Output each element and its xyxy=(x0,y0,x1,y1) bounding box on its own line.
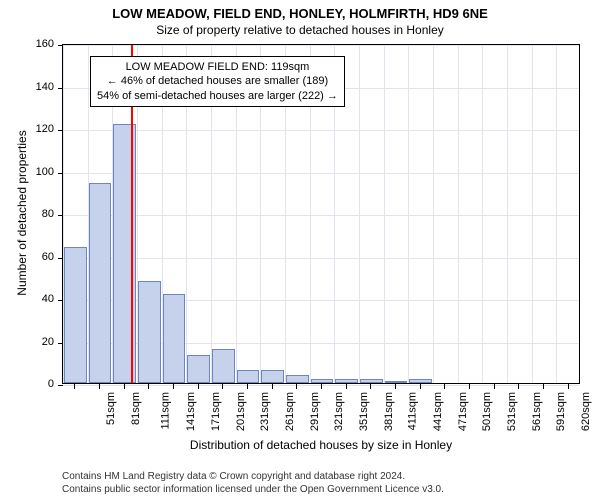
bar xyxy=(335,379,358,383)
x-tick-label: 51sqm xyxy=(105,392,117,425)
annotation-line-1: LOW MEADOW FIELD END: 119sqm xyxy=(97,60,338,74)
x-tick-label: 411sqm xyxy=(407,392,419,430)
bar xyxy=(261,370,284,383)
chart-container: LOW MEADOW, FIELD END, HONLEY, HOLMFIRTH… xyxy=(0,0,600,500)
x-tick-label: 441sqm xyxy=(432,392,444,431)
x-tick-label: 591sqm xyxy=(555,392,567,431)
x-tick-label: 231sqm xyxy=(259,392,271,431)
bar xyxy=(89,183,112,383)
annotation-box: LOW MEADOW FIELD END: 119sqm ← 46% of de… xyxy=(90,56,345,107)
x-tick-label: 111sqm xyxy=(159,392,171,430)
bar xyxy=(64,247,87,383)
x-tick-label: 171sqm xyxy=(210,392,222,431)
bar xyxy=(311,379,334,383)
x-axis-label: Distribution of detached houses by size … xyxy=(62,438,580,452)
footer-attribution: Contains HM Land Registry data © Crown c… xyxy=(62,471,444,496)
bar xyxy=(163,294,186,383)
x-tick-label: 501sqm xyxy=(481,392,493,431)
x-tick-label: 81sqm xyxy=(130,392,142,425)
chart-title-main: LOW MEADOW, FIELD END, HONLEY, HOLMFIRTH… xyxy=(0,6,600,21)
y-tick-label: 140 xyxy=(0,81,54,93)
bar xyxy=(385,381,408,383)
x-tick-label: 471sqm xyxy=(457,392,469,431)
x-tick-label: 561sqm xyxy=(531,392,543,431)
x-tick-label: 201sqm xyxy=(235,392,247,431)
y-tick-label: 20 xyxy=(0,336,54,348)
x-tick-label: 531sqm xyxy=(506,392,518,431)
annotation-line-3: 54% of semi-detached houses are larger (… xyxy=(97,89,338,103)
y-tick-label: 160 xyxy=(0,38,54,50)
bar xyxy=(286,375,309,384)
x-tick-label: 291sqm xyxy=(309,392,321,431)
x-tick-label: 351sqm xyxy=(358,392,370,431)
bar xyxy=(360,379,383,383)
x-tick-label: 321sqm xyxy=(333,392,345,431)
bar xyxy=(409,379,432,383)
bar xyxy=(138,281,161,383)
chart-title-sub: Size of property relative to detached ho… xyxy=(0,23,600,37)
y-axis-label: Number of detached properties xyxy=(15,113,29,313)
x-tick-label: 620sqm xyxy=(580,392,592,431)
y-tick-label: 0 xyxy=(0,378,54,390)
x-tick-label: 381sqm xyxy=(383,392,395,431)
x-tick-label: 141sqm xyxy=(185,392,197,431)
bar xyxy=(187,355,210,383)
bar xyxy=(212,349,235,383)
bar xyxy=(237,370,260,383)
annotation-line-2: ← 46% of detached houses are smaller (18… xyxy=(97,74,338,88)
x-tick-label: 261sqm xyxy=(284,392,296,431)
